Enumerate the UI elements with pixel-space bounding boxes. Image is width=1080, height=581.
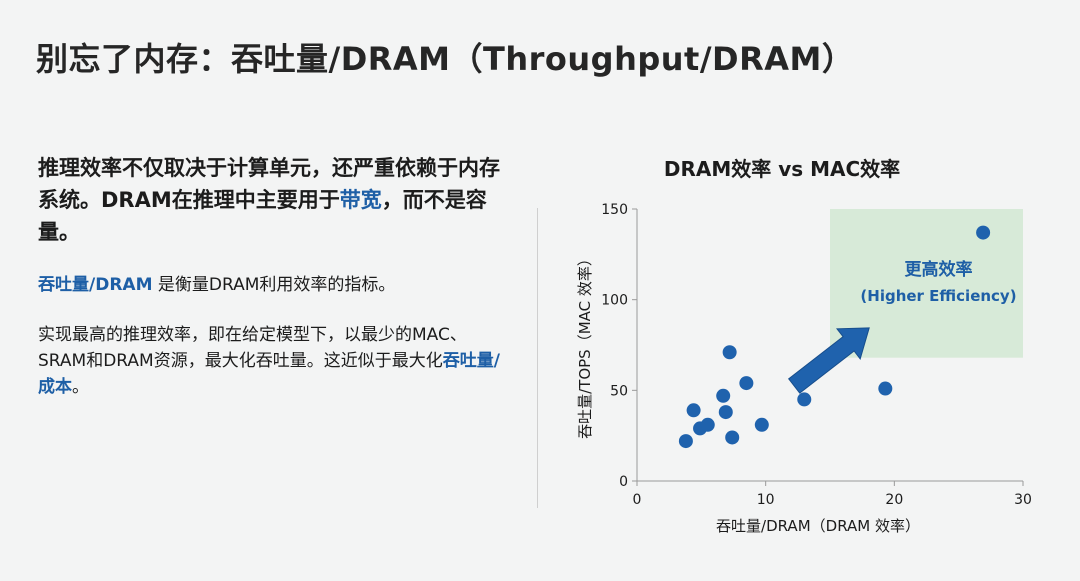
data-point xyxy=(976,225,991,240)
y-tick-label: 0 xyxy=(619,474,628,490)
divider xyxy=(537,208,538,508)
page-title: 别忘了内存：吞吐量/DRAM（Throughput/DRAM） xyxy=(36,40,855,78)
lead-accent: 带宽 xyxy=(339,188,382,212)
text-panel: 推理效率不仅取决于计算单元，还严重依赖于内存系统。DRAM在推理中主要用于带宽，… xyxy=(38,152,508,400)
chart-title: DRAM效率 vs MAC效率 xyxy=(664,157,900,181)
y-tick-label: 150 xyxy=(601,202,628,218)
chart-svg: 0 10 20 30 0 50 100 150 DRAM效率 vs MAC效率 吞吐量/DRA… xyxy=(576,157,1032,535)
data-point xyxy=(718,405,733,420)
goal-end: 。 xyxy=(72,377,89,397)
y-axis-label: 吞吐量/TOPS（MAC 效率） xyxy=(576,251,594,439)
metric-text: 是衡量DRAM利用效率的指标。 xyxy=(152,275,396,295)
data-point xyxy=(700,417,715,432)
axes xyxy=(636,209,1023,482)
data-point xyxy=(797,392,812,407)
lead-paragraph: 推理效率不仅取决于计算单元，还严重依赖于内存系统。DRAM在推理中主要用于带宽，… xyxy=(38,152,508,248)
annotation-subtitle: (Higher Efficiency) xyxy=(860,287,1016,305)
goal-text: 实现最高的推理效率，即在给定模型下，以最少的MAC、SRAM和DRAM资源，最大… xyxy=(38,325,467,371)
data-point xyxy=(678,434,693,449)
data-point xyxy=(754,417,769,432)
annotation-title: 更高效率 xyxy=(905,259,973,280)
x-tick-label: 10 xyxy=(757,492,775,508)
x-axis-label: 吞吐量/DRAM（DRAM 效率） xyxy=(716,517,920,535)
ticks: 0 10 20 30 0 50 100 150 xyxy=(601,202,1032,508)
x-tick-label: 20 xyxy=(885,492,903,508)
x-tick-label: 0 xyxy=(633,492,642,508)
y-tick-label: 100 xyxy=(601,293,628,309)
scatter-chart: 0 10 20 30 0 50 100 150 DRAM效率 vs MAC效率 吞吐量/DRA… xyxy=(560,148,1060,552)
lead-text-2: ，而不是容量。 xyxy=(38,188,487,244)
metric-paragraph: 吞吐量/DRAM 是衡量DRAM利用效率的指标。 xyxy=(38,272,508,298)
metric-accent: 吞吐量/DRAM xyxy=(38,275,153,295)
data-point xyxy=(716,388,731,403)
data-point xyxy=(878,381,893,396)
goal-paragraph: 实现最高的推理效率，即在给定模型下，以最少的MAC、SRAM和DRAM资源，最大… xyxy=(38,322,508,400)
data-point xyxy=(725,430,740,445)
data-point xyxy=(686,403,701,418)
lead-text-1: 推理效率不仅取决于计算单元，还严重依赖于内存系统。DRAM在推理中主要用于 xyxy=(38,156,500,212)
goal-accent: 吞吐量/成本 xyxy=(38,351,500,397)
y-tick-label: 50 xyxy=(610,383,628,399)
x-tick-label: 30 xyxy=(1014,492,1032,508)
data-point xyxy=(739,376,754,391)
points xyxy=(678,225,991,449)
data-point xyxy=(722,345,737,360)
arrow-icon xyxy=(787,327,870,394)
